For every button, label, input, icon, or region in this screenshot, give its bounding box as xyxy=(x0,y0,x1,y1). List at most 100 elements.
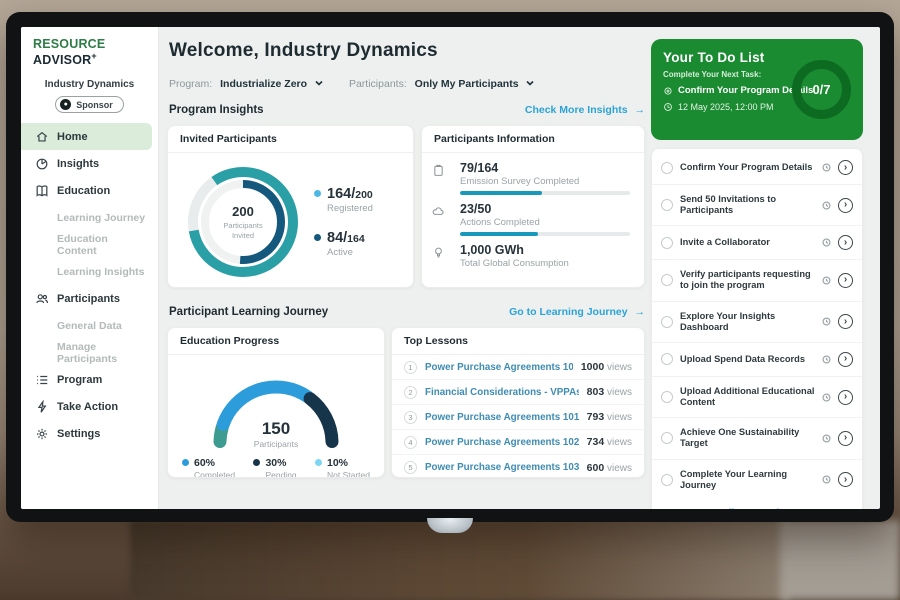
gauge-center-label: Participants xyxy=(191,439,361,449)
sidebar: RESOURCE ADVISOR+ Industry Dynamics ● Sp… xyxy=(21,27,159,509)
lesson-link[interactable]: Power Purchase Agreements 103 xyxy=(425,462,579,473)
sponsor-badge[interactable]: ● Sponsor xyxy=(55,96,124,113)
sidebar-item-label: Program xyxy=(57,374,102,386)
todo-progress-ring: 0/7 xyxy=(792,60,851,119)
sidebar-item-general-data[interactable]: General Data xyxy=(21,312,158,339)
go-to-learning-journey-link[interactable]: Go to Learning Journey → xyxy=(509,306,645,318)
lesson-row: 4 Power Purchase Agreements 102 734 view… xyxy=(392,430,644,455)
task-checkbox[interactable] xyxy=(661,432,673,444)
sidebar-item-education-content[interactable]: Education Content xyxy=(21,231,158,258)
sidebar-item-education[interactable]: Education xyxy=(21,177,158,204)
task-chevron-button[interactable]: › xyxy=(838,314,853,329)
rank-badge: 2 xyxy=(404,386,417,399)
todo-progress-value: 0/7 xyxy=(812,82,830,97)
task-checkbox[interactable] xyxy=(661,237,673,249)
task-row[interactable]: Complete Your Learning Journey › xyxy=(652,460,862,500)
sidebar-item-insights[interactable]: Insights xyxy=(21,150,158,177)
page-title: Welcome, Industry Dynamics xyxy=(169,40,438,62)
card-title: Education Progress xyxy=(168,328,384,355)
sidebar-item-learning-insights[interactable]: Learning Insights xyxy=(21,258,158,285)
legend-completed: 60% Completed xyxy=(182,457,235,478)
task-checkbox[interactable] xyxy=(661,474,673,486)
card-title: Invited Participants xyxy=(168,126,413,153)
education-progress-card: Education Progress 150 Participants xyxy=(167,327,385,478)
participants-icon xyxy=(35,292,49,306)
invited-legend: 164/200 Registered 84/164 Active xyxy=(314,186,373,258)
take-action-icon xyxy=(35,400,49,414)
chevron-up-icon: ∧ xyxy=(790,508,798,509)
task-row[interactable]: Upload Additional Educational Content › xyxy=(652,377,862,418)
task-row[interactable]: Invite a Collaborator › xyxy=(652,226,862,260)
app-logo: RESOURCE ADVISOR+ xyxy=(21,27,158,71)
logo-resource: RESOURCE xyxy=(33,37,105,51)
task-checkbox[interactable] xyxy=(661,353,673,365)
lesson-link[interactable]: Financial Considerations - VPPAs xyxy=(425,387,579,398)
program-insights-header: Program Insights Check More Insights → xyxy=(169,104,645,116)
desk-highlight xyxy=(780,520,900,600)
task-chevron-button[interactable]: › xyxy=(838,160,853,175)
link-label: Go to Learning Journey xyxy=(509,306,627,318)
legend-dot xyxy=(315,459,322,466)
participants-information-card: Participants Information 79/164 Emission… xyxy=(421,125,645,288)
task-row[interactable]: Explore Your Insights Dashboard › xyxy=(652,302,862,343)
task-chevron-button[interactable]: › xyxy=(838,390,853,405)
top-lessons-card: Top Lessons 1 Power Purchase Agreements … xyxy=(391,327,645,478)
sidebar-item-settings[interactable]: Settings xyxy=(21,420,158,447)
lesson-row: 5 Power Purchase Agreements 103 600 view… xyxy=(392,455,644,478)
task-checkbox[interactable] xyxy=(661,274,673,286)
task-chevron-button[interactable]: › xyxy=(838,352,853,367)
sidebar-item-program[interactable]: Program xyxy=(21,366,158,393)
task-row[interactable]: Verify participants requesting to join t… xyxy=(652,260,862,301)
participants-filter-value: Only My Participants xyxy=(415,78,519,90)
clock-icon xyxy=(822,475,831,484)
lesson-link[interactable]: Power Purchase Agreements 101 xyxy=(425,412,579,423)
logo-plus: + xyxy=(91,51,96,61)
sidebar-item-learning-journey[interactable]: Learning Journey xyxy=(21,204,158,231)
legend-pending: 30% Pending xyxy=(253,457,296,478)
program-filter-label: Program: xyxy=(169,78,212,90)
sidebar-item-label: Settings xyxy=(57,428,100,440)
task-row[interactable]: Confirm Your Program Details › xyxy=(652,151,862,185)
task-row[interactable]: Send 50 Invitations to Participants › xyxy=(652,185,862,226)
sidebar-item-home[interactable]: Home xyxy=(21,123,152,150)
main-content: Welcome, Industry Dynamics Program: Indu… xyxy=(167,27,649,509)
monitor-bezel: RESOURCE ADVISOR+ Industry Dynamics ● Sp… xyxy=(6,12,894,522)
lesson-link[interactable]: Power Purchase Agreements 102 xyxy=(425,437,579,448)
task-chevron-button[interactable]: › xyxy=(838,431,853,446)
check-more-insights-link[interactable]: Check More Insights → xyxy=(525,104,645,116)
clock-icon xyxy=(822,201,831,210)
program-filter[interactable]: Program: Industrialize Zero xyxy=(169,78,323,90)
clipboard-icon xyxy=(432,164,445,177)
legend-dot xyxy=(253,459,260,466)
sidebar-item-label: Home xyxy=(57,131,88,143)
task-chevron-button[interactable]: › xyxy=(838,235,853,250)
sidebar-item-participants[interactable]: Participants xyxy=(21,285,158,312)
stat-actions-completed: 23/50 Actions Completed xyxy=(432,202,630,236)
collapse-tasks-link[interactable]: Collapse Tasks ∧ xyxy=(652,500,862,509)
logo-advisor: ADVISOR xyxy=(33,53,91,67)
task-chevron-button[interactable]: › xyxy=(838,273,853,288)
gauge-center-value: 150 xyxy=(191,419,361,439)
task-row[interactable]: Achieve One Sustainability Target › xyxy=(652,418,862,459)
progress-bar xyxy=(460,232,630,236)
task-row[interactable]: Upload Spend Data Records › xyxy=(652,343,862,377)
lesson-link[interactable]: Power Purchase Agreements 101 xyxy=(425,362,573,373)
settings-icon xyxy=(35,427,49,441)
clock-icon xyxy=(822,393,831,402)
legend-dot xyxy=(182,459,189,466)
sidebar-item-label: Participants xyxy=(57,293,120,305)
participants-filter[interactable]: Participants: Only My Participants xyxy=(349,78,535,90)
task-checkbox[interactable] xyxy=(661,391,673,403)
task-chevron-button[interactable]: › xyxy=(838,472,853,487)
sponsor-badge-icon: ● xyxy=(60,99,71,110)
sidebar-item-manage-participants[interactable]: Manage Participants xyxy=(21,339,158,366)
task-checkbox[interactable] xyxy=(661,199,673,211)
task-chevron-button[interactable]: › xyxy=(838,198,853,213)
program-filter-value: Industrialize Zero xyxy=(220,78,307,90)
task-checkbox[interactable] xyxy=(661,316,673,328)
lesson-row: 2 Financial Considerations - VPPAs 803 v… xyxy=(392,380,644,405)
sidebar-item-take-action[interactable]: Take Action xyxy=(21,393,158,420)
clock-icon xyxy=(822,238,831,247)
sidebar-item-label: Learning Journey xyxy=(57,212,145,224)
task-checkbox[interactable] xyxy=(661,162,673,174)
